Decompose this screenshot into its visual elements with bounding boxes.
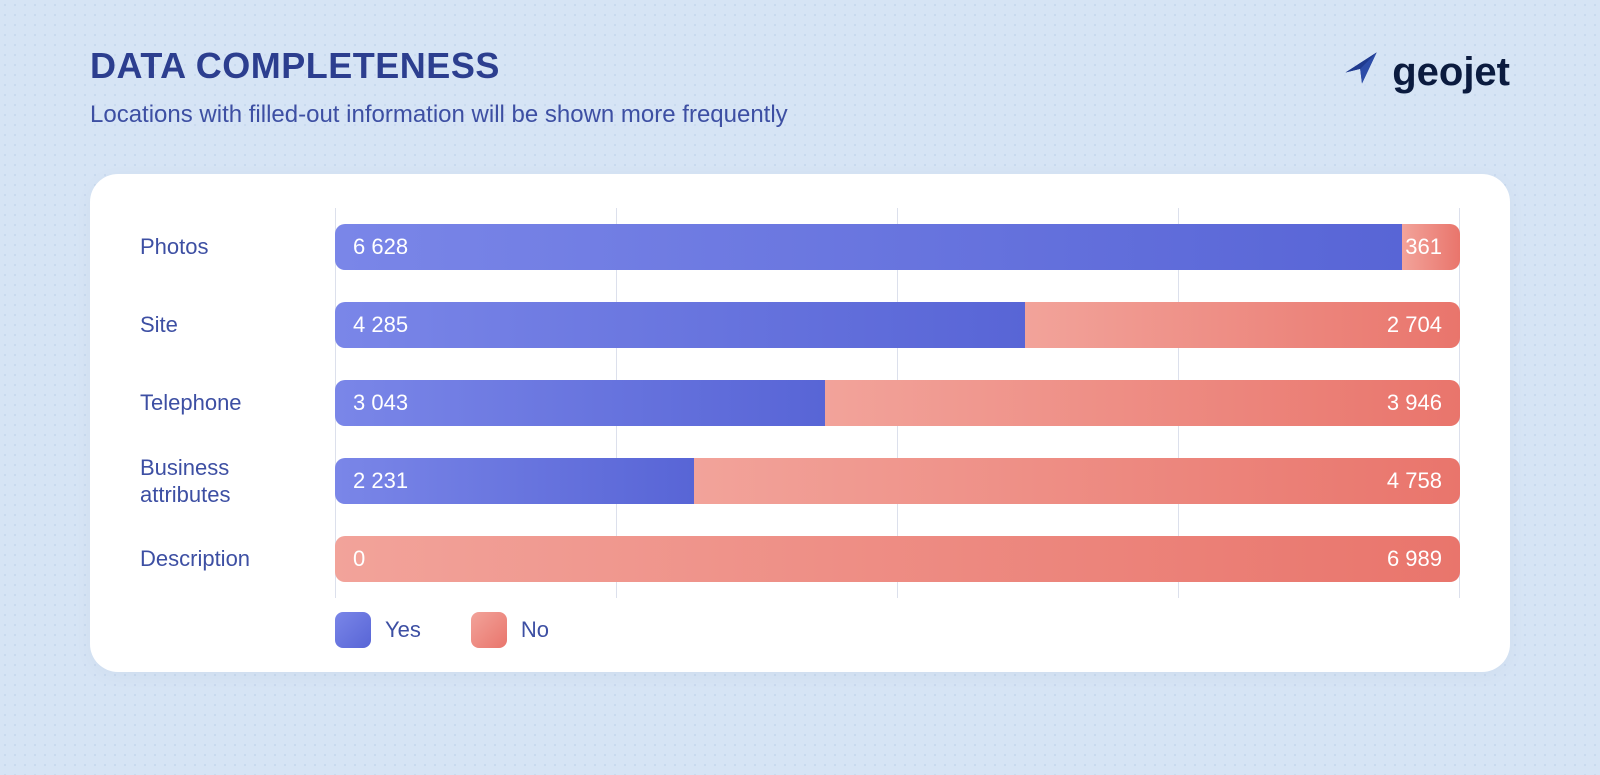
bar-segment-no: 4 758 — [694, 458, 1460, 504]
bar-segment-no: 2 704 — [1025, 302, 1460, 348]
swatch-no — [471, 612, 507, 648]
bar-value-yes: 6 628 — [353, 234, 408, 260]
bar: 0 6 989 — [335, 536, 1460, 582]
bar-value-no: 3 946 — [1387, 390, 1442, 416]
bar-value-no: 2 704 — [1387, 312, 1442, 338]
brand-name: geojet — [1392, 50, 1510, 95]
bar-value-yes: 2 231 — [353, 468, 408, 494]
chart-area: Photos Site Telephone Business attribute… — [140, 208, 1460, 598]
bar-value-no: 361 — [1405, 234, 1442, 260]
bar: 4 285 2 704 — [335, 302, 1460, 348]
row-label: Telephone — [140, 364, 335, 442]
bars-column: 6 628 361 4 285 2 704 3 043 3 946 2 231 4 758 0 6… — [335, 208, 1460, 598]
legend-item-yes: Yes — [335, 612, 421, 648]
labels-column: Photos Site Telephone Business attribute… — [140, 208, 335, 598]
bar-value-yes: 3 043 — [353, 390, 408, 416]
legend: Yes No — [335, 612, 1460, 648]
bars: 6 628 361 4 285 2 704 3 043 3 946 2 231 4 758 0 6… — [335, 208, 1460, 598]
header-text: DATA COMPLETENESS Locations with filled-… — [90, 45, 1340, 129]
bar-value-yes: 4 285 — [353, 312, 408, 338]
chart-card: Photos Site Telephone Business attribute… — [90, 174, 1510, 672]
bar-segment-yes: 3 043 — [335, 380, 825, 426]
bar-row: 2 231 4 758 — [335, 442, 1460, 520]
row-label: Photos — [140, 208, 335, 286]
bar-row: 4 285 2 704 — [335, 286, 1460, 364]
row-label: Description — [140, 520, 335, 598]
bar-value-yes: 0 — [353, 546, 365, 572]
bar-row: 3 043 3 946 — [335, 364, 1460, 442]
bar-segment-no: 6 989 — [335, 536, 1460, 582]
bar: 6 628 361 — [335, 224, 1460, 270]
bar-value-no: 4 758 — [1387, 468, 1442, 494]
page-title: DATA COMPLETENESS — [90, 45, 1340, 87]
legend-label-no: No — [521, 617, 549, 643]
bar-segment-no: 3 946 — [825, 380, 1460, 426]
arrow-icon — [1340, 45, 1384, 99]
bar-row: 0 6 989 — [335, 520, 1460, 598]
bar: 2 231 4 758 — [335, 458, 1460, 504]
bar-row: 6 628 361 — [335, 208, 1460, 286]
row-label: Site — [140, 286, 335, 364]
bar-segment-yes: 4 285 — [335, 302, 1025, 348]
header: DATA COMPLETENESS Locations with filled-… — [0, 0, 1600, 154]
bar-segment-yes: 6 628 — [335, 224, 1402, 270]
bar-segment-yes: 2 231 — [335, 458, 694, 504]
legend-item-no: No — [471, 612, 549, 648]
bar-value-no: 6 989 — [1387, 546, 1442, 572]
swatch-yes — [335, 612, 371, 648]
bar: 3 043 3 946 — [335, 380, 1460, 426]
brand-logo: geojet — [1340, 45, 1510, 99]
legend-label-yes: Yes — [385, 617, 421, 643]
row-label: Business attributes — [140, 442, 335, 520]
bar-segment-no: 361 — [1402, 224, 1460, 270]
page-subtitle: Locations with filled-out information wi… — [90, 101, 1340, 129]
